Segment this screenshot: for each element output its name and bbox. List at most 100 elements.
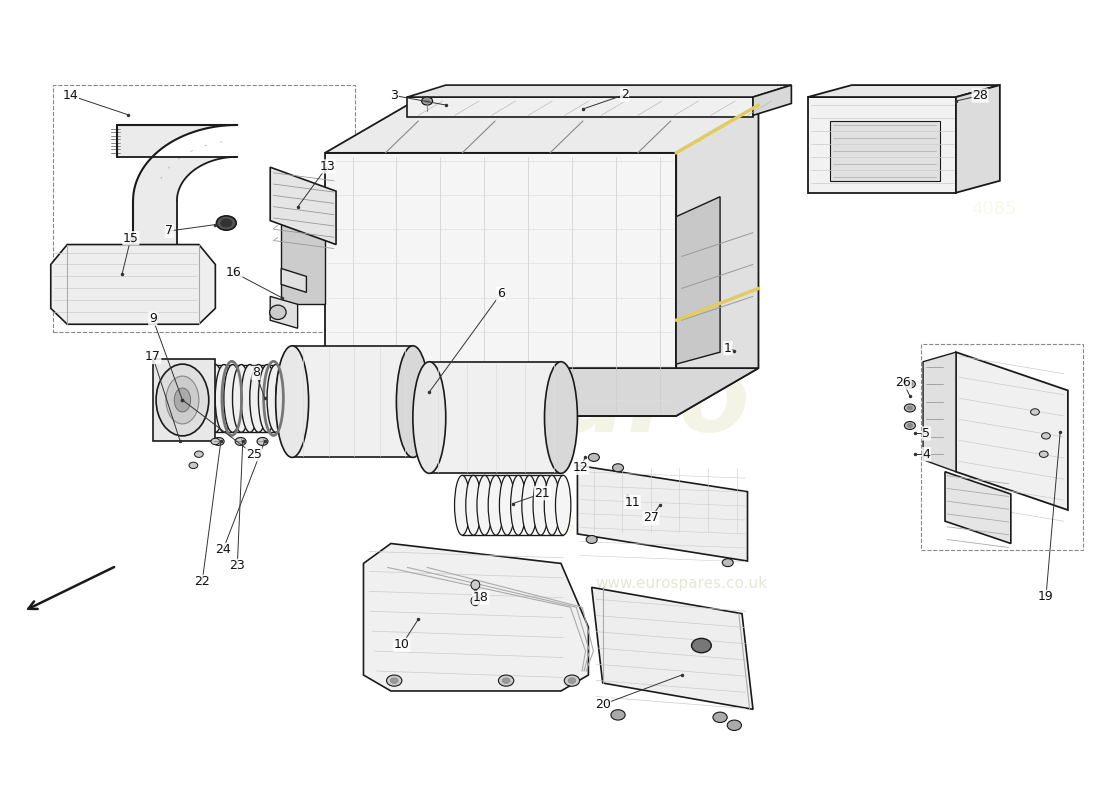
Ellipse shape	[195, 451, 204, 458]
Text: 24: 24	[216, 543, 231, 556]
Ellipse shape	[498, 675, 514, 686]
Polygon shape	[592, 587, 754, 710]
Ellipse shape	[521, 475, 537, 535]
Text: 4085: 4085	[971, 200, 1018, 218]
Ellipse shape	[216, 365, 233, 432]
Ellipse shape	[386, 675, 402, 686]
Ellipse shape	[421, 97, 432, 105]
Ellipse shape	[1040, 451, 1048, 458]
Ellipse shape	[276, 346, 309, 458]
Ellipse shape	[213, 438, 224, 446]
Text: www.eurospares.co.uk: www.eurospares.co.uk	[596, 576, 768, 591]
Text: 7: 7	[165, 225, 174, 238]
Ellipse shape	[465, 475, 481, 535]
Ellipse shape	[588, 454, 600, 462]
Text: 16: 16	[227, 266, 242, 279]
Polygon shape	[956, 352, 1068, 510]
Ellipse shape	[610, 710, 625, 720]
Ellipse shape	[174, 388, 190, 412]
Ellipse shape	[390, 678, 398, 683]
Ellipse shape	[713, 712, 727, 722]
Ellipse shape	[904, 380, 915, 388]
Text: 22: 22	[195, 575, 210, 588]
Ellipse shape	[412, 362, 446, 474]
Text: 8: 8	[252, 366, 260, 379]
Polygon shape	[429, 362, 561, 474]
Ellipse shape	[510, 475, 526, 535]
Ellipse shape	[908, 423, 913, 427]
Polygon shape	[923, 352, 956, 472]
Ellipse shape	[908, 406, 913, 410]
Polygon shape	[282, 269, 307, 292]
Ellipse shape	[564, 675, 580, 686]
Polygon shape	[153, 358, 216, 442]
Ellipse shape	[544, 362, 578, 474]
Polygon shape	[945, 472, 1011, 543]
Ellipse shape	[454, 475, 470, 535]
Text: 2: 2	[620, 88, 628, 101]
Text: 13: 13	[319, 160, 336, 173]
Polygon shape	[271, 296, 298, 328]
Polygon shape	[578, 466, 748, 561]
Polygon shape	[51, 245, 216, 324]
Ellipse shape	[425, 99, 430, 103]
Text: 17: 17	[145, 350, 161, 363]
Text: 26: 26	[895, 376, 911, 389]
Ellipse shape	[908, 382, 913, 386]
Text: 25: 25	[245, 448, 262, 461]
Ellipse shape	[1042, 433, 1050, 439]
Polygon shape	[271, 167, 336, 245]
Text: 15: 15	[123, 232, 139, 245]
Text: 28: 28	[972, 89, 988, 102]
Text: 14: 14	[63, 89, 78, 102]
Ellipse shape	[250, 365, 267, 432]
Polygon shape	[807, 85, 1000, 97]
Ellipse shape	[276, 365, 294, 432]
Ellipse shape	[904, 422, 915, 430]
Polygon shape	[326, 368, 759, 416]
Polygon shape	[326, 153, 676, 416]
Ellipse shape	[211, 438, 220, 445]
Text: 18: 18	[473, 591, 488, 604]
Ellipse shape	[189, 462, 198, 469]
Text: 11: 11	[625, 495, 640, 509]
Ellipse shape	[1031, 409, 1040, 415]
Ellipse shape	[224, 365, 241, 432]
Polygon shape	[754, 85, 791, 115]
Ellipse shape	[503, 678, 510, 683]
Text: 27: 27	[644, 511, 659, 525]
Ellipse shape	[258, 365, 276, 432]
Polygon shape	[956, 85, 1000, 193]
Text: 4: 4	[923, 448, 931, 461]
Ellipse shape	[217, 216, 236, 230]
Ellipse shape	[904, 404, 915, 412]
Text: 20: 20	[595, 698, 610, 711]
Ellipse shape	[270, 305, 286, 319]
Text: 6: 6	[497, 287, 505, 301]
Text: a passion for parts: a passion for parts	[486, 510, 746, 538]
Polygon shape	[807, 97, 956, 193]
Ellipse shape	[477, 475, 493, 535]
Polygon shape	[117, 125, 238, 245]
Ellipse shape	[586, 535, 597, 543]
Ellipse shape	[232, 365, 250, 432]
Text: es: es	[930, 116, 1004, 174]
Polygon shape	[293, 346, 412, 458]
Polygon shape	[829, 121, 939, 181]
Ellipse shape	[207, 365, 224, 432]
Ellipse shape	[471, 580, 480, 590]
Ellipse shape	[499, 475, 515, 535]
Ellipse shape	[534, 475, 549, 535]
Ellipse shape	[241, 365, 258, 432]
Ellipse shape	[568, 678, 575, 683]
Text: 23: 23	[230, 559, 245, 572]
Text: 1: 1	[724, 342, 732, 354]
Ellipse shape	[488, 475, 504, 535]
Ellipse shape	[156, 364, 209, 436]
Ellipse shape	[267, 365, 285, 432]
Polygon shape	[282, 193, 326, 304]
Text: 19: 19	[1038, 590, 1054, 603]
Ellipse shape	[692, 638, 712, 653]
Ellipse shape	[471, 596, 480, 606]
Polygon shape	[676, 197, 720, 364]
